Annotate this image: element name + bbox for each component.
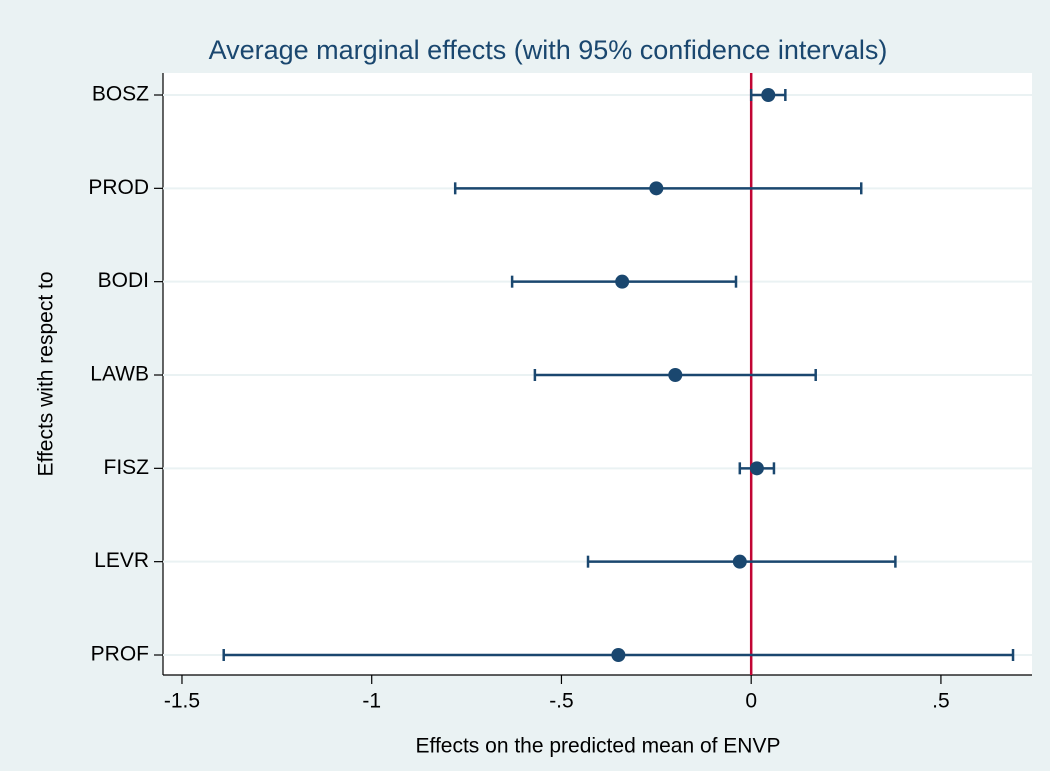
x-axis-label: Effects on the predicted mean of ENVP: [416, 735, 781, 758]
point-estimate: [668, 368, 683, 382]
point-estimate: [611, 648, 626, 662]
y-tick-label: FISZ: [104, 456, 150, 479]
chart-title: Average marginal effects (with 95% confi…: [209, 35, 888, 65]
x-tick-label: .5: [932, 690, 950, 713]
y-tick-label: LEVR: [94, 549, 149, 572]
point-estimate: [732, 554, 747, 569]
y-tick-label: BOSZ: [92, 83, 149, 106]
y-tick-label: PROF: [91, 643, 149, 666]
x-tick-label: -1: [362, 690, 381, 713]
y-tick-label: BODI: [98, 269, 149, 292]
point-estimate: [615, 274, 630, 289]
point-estimate: [761, 88, 776, 102]
y-tick-label: LAWB: [90, 363, 149, 386]
x-tick-label: 0: [745, 690, 757, 713]
x-tick-label: -.5: [549, 690, 574, 713]
x-tick-label: -1.5: [164, 690, 200, 713]
y-tick-label: PROD: [88, 176, 149, 199]
y-axis-label: Effects with respect to: [35, 271, 58, 476]
point-estimate: [649, 181, 664, 196]
point-estimate: [749, 461, 764, 476]
